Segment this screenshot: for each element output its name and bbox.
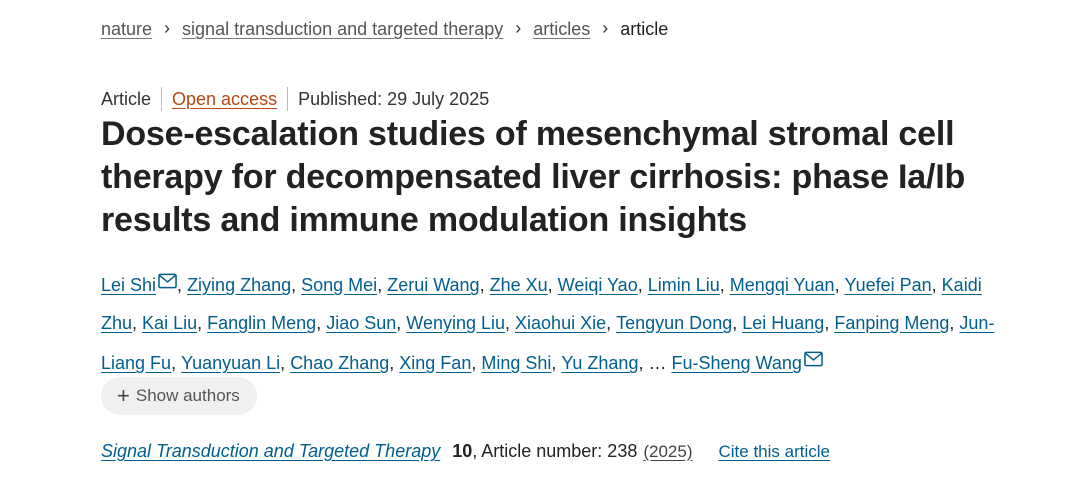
- author-link[interactable]: Wenying Liu: [406, 313, 506, 333]
- author-item: Kai Liu: [142, 313, 197, 333]
- author-link[interactable]: Fu-Sheng Wang: [671, 353, 802, 373]
- breadcrumb-link-journal[interactable]: signal transduction and targeted therapy: [182, 19, 504, 39]
- author-item: Jun-Liang Fu: [101, 313, 994, 373]
- author-link[interactable]: Yu Zhang: [561, 353, 639, 373]
- author-item: Fanglin Meng: [207, 313, 316, 333]
- author-link[interactable]: Fanping Meng: [834, 313, 950, 333]
- author-item: Wenying Liu: [406, 313, 505, 333]
- author-link[interactable]: Xiaohui Xie: [515, 313, 607, 333]
- author-link[interactable]: Lei Huang: [742, 313, 825, 333]
- author-item: Kaidi Zhu: [101, 275, 982, 333]
- author-link[interactable]: Yuefei Pan: [844, 275, 932, 295]
- author-item: Mengqi Yuan: [730, 275, 835, 295]
- author-link[interactable]: Chao Zhang: [290, 353, 390, 373]
- breadcrumb-current: article: [620, 19, 669, 39]
- chevron-right-icon: ›: [515, 18, 522, 38]
- author-link[interactable]: Ming Shi: [481, 353, 552, 373]
- show-authors-label: Show authors: [135, 386, 240, 405]
- author-item: Ziying Zhang: [187, 275, 291, 295]
- chevron-right-icon: ›: [602, 18, 609, 38]
- author-item: Yuanyuan Li: [181, 353, 280, 373]
- article-meta: Article Open access Published: 29 July 2…: [101, 87, 489, 111]
- author-item: Lei Shi: [101, 273, 177, 295]
- show-authors-button[interactable]: + Show authors: [101, 377, 257, 415]
- author-item: Jiao Sun: [326, 313, 396, 333]
- author-link[interactable]: Lei Shi: [101, 275, 157, 295]
- author-item: Zerui Wang: [387, 275, 479, 295]
- author-item: Limin Liu: [648, 275, 720, 295]
- author-link[interactable]: Xing Fan: [399, 353, 472, 373]
- author-item: Song Mei: [301, 275, 377, 295]
- author-item: Tengyun Dong: [616, 313, 732, 333]
- author-link[interactable]: Song Mei: [301, 275, 378, 295]
- authors-ellipsis: …: [648, 353, 667, 373]
- author-link[interactable]: Kaidi Zhu: [101, 275, 982, 333]
- published-date: Published: 29 July 2025: [298, 88, 490, 109]
- author-link[interactable]: Yuanyuan Li: [181, 353, 281, 373]
- cite-this-article-link[interactable]: Cite this article: [718, 441, 830, 461]
- author-item: Xiaohui Xie: [515, 313, 606, 333]
- author-item: Fanping Meng: [834, 313, 949, 333]
- author-item: Xing Fan: [399, 353, 471, 373]
- publication-year-link[interactable]: (2025): [643, 441, 693, 461]
- author-link[interactable]: Ziying Zhang: [187, 275, 292, 295]
- meta-divider: [161, 87, 163, 111]
- article-number: , Article number: 238: [472, 441, 638, 461]
- breadcrumb-link-nature[interactable]: nature: [101, 19, 153, 39]
- article-title: Dose-escalation studies of mesenchymal s…: [101, 115, 966, 239]
- journal-link[interactable]: Signal Transduction and Targeted Therapy: [101, 441, 441, 461]
- open-access-link[interactable]: Open access: [172, 88, 278, 109]
- article-type: Article: [101, 88, 152, 109]
- author-link[interactable]: Weiqi Yao: [557, 275, 638, 295]
- author-link[interactable]: Mengqi Yuan: [729, 275, 835, 295]
- mail-icon[interactable]: [158, 264, 177, 289]
- author-link[interactable]: Jun-Liang Fu: [101, 313, 995, 373]
- chevron-right-icon: ›: [164, 18, 171, 38]
- author-link[interactable]: Fanglin Meng: [207, 313, 317, 333]
- breadcrumb: nature › signal transduction and targete…: [101, 18, 669, 40]
- author-link[interactable]: Limin Liu: [647, 275, 720, 295]
- author-item: Weiqi Yao: [558, 275, 638, 295]
- author-item: Fu-Sheng Wang: [671, 351, 823, 373]
- author-link[interactable]: Zhe Xu: [489, 275, 548, 295]
- author-link[interactable]: Tengyun Dong: [616, 313, 733, 333]
- author-item: Yuefei Pan: [845, 275, 932, 295]
- volume-number: 10: [452, 441, 473, 461]
- author-item: Yu Zhang: [561, 353, 638, 373]
- author-link[interactable]: Zerui Wang: [387, 275, 480, 295]
- author-link[interactable]: Jiao Sun: [326, 313, 397, 333]
- author-item: Ming Shi: [481, 353, 551, 373]
- meta-divider: [287, 87, 289, 111]
- author-item: Chao Zhang: [290, 353, 389, 373]
- author-link[interactable]: Kai Liu: [142, 313, 198, 333]
- author-item: Lei Huang: [742, 313, 824, 333]
- citation-line: Signal Transduction and Targeted Therapy…: [101, 441, 830, 462]
- author-item: Zhe Xu: [490, 275, 548, 295]
- author-list: Lei Shi, Ziying Zhang, Song Mei, Zerui W…: [101, 264, 1001, 382]
- breadcrumb-link-articles[interactable]: articles: [533, 19, 591, 39]
- mail-icon[interactable]: [804, 342, 823, 367]
- plus-icon: +: [117, 383, 130, 408]
